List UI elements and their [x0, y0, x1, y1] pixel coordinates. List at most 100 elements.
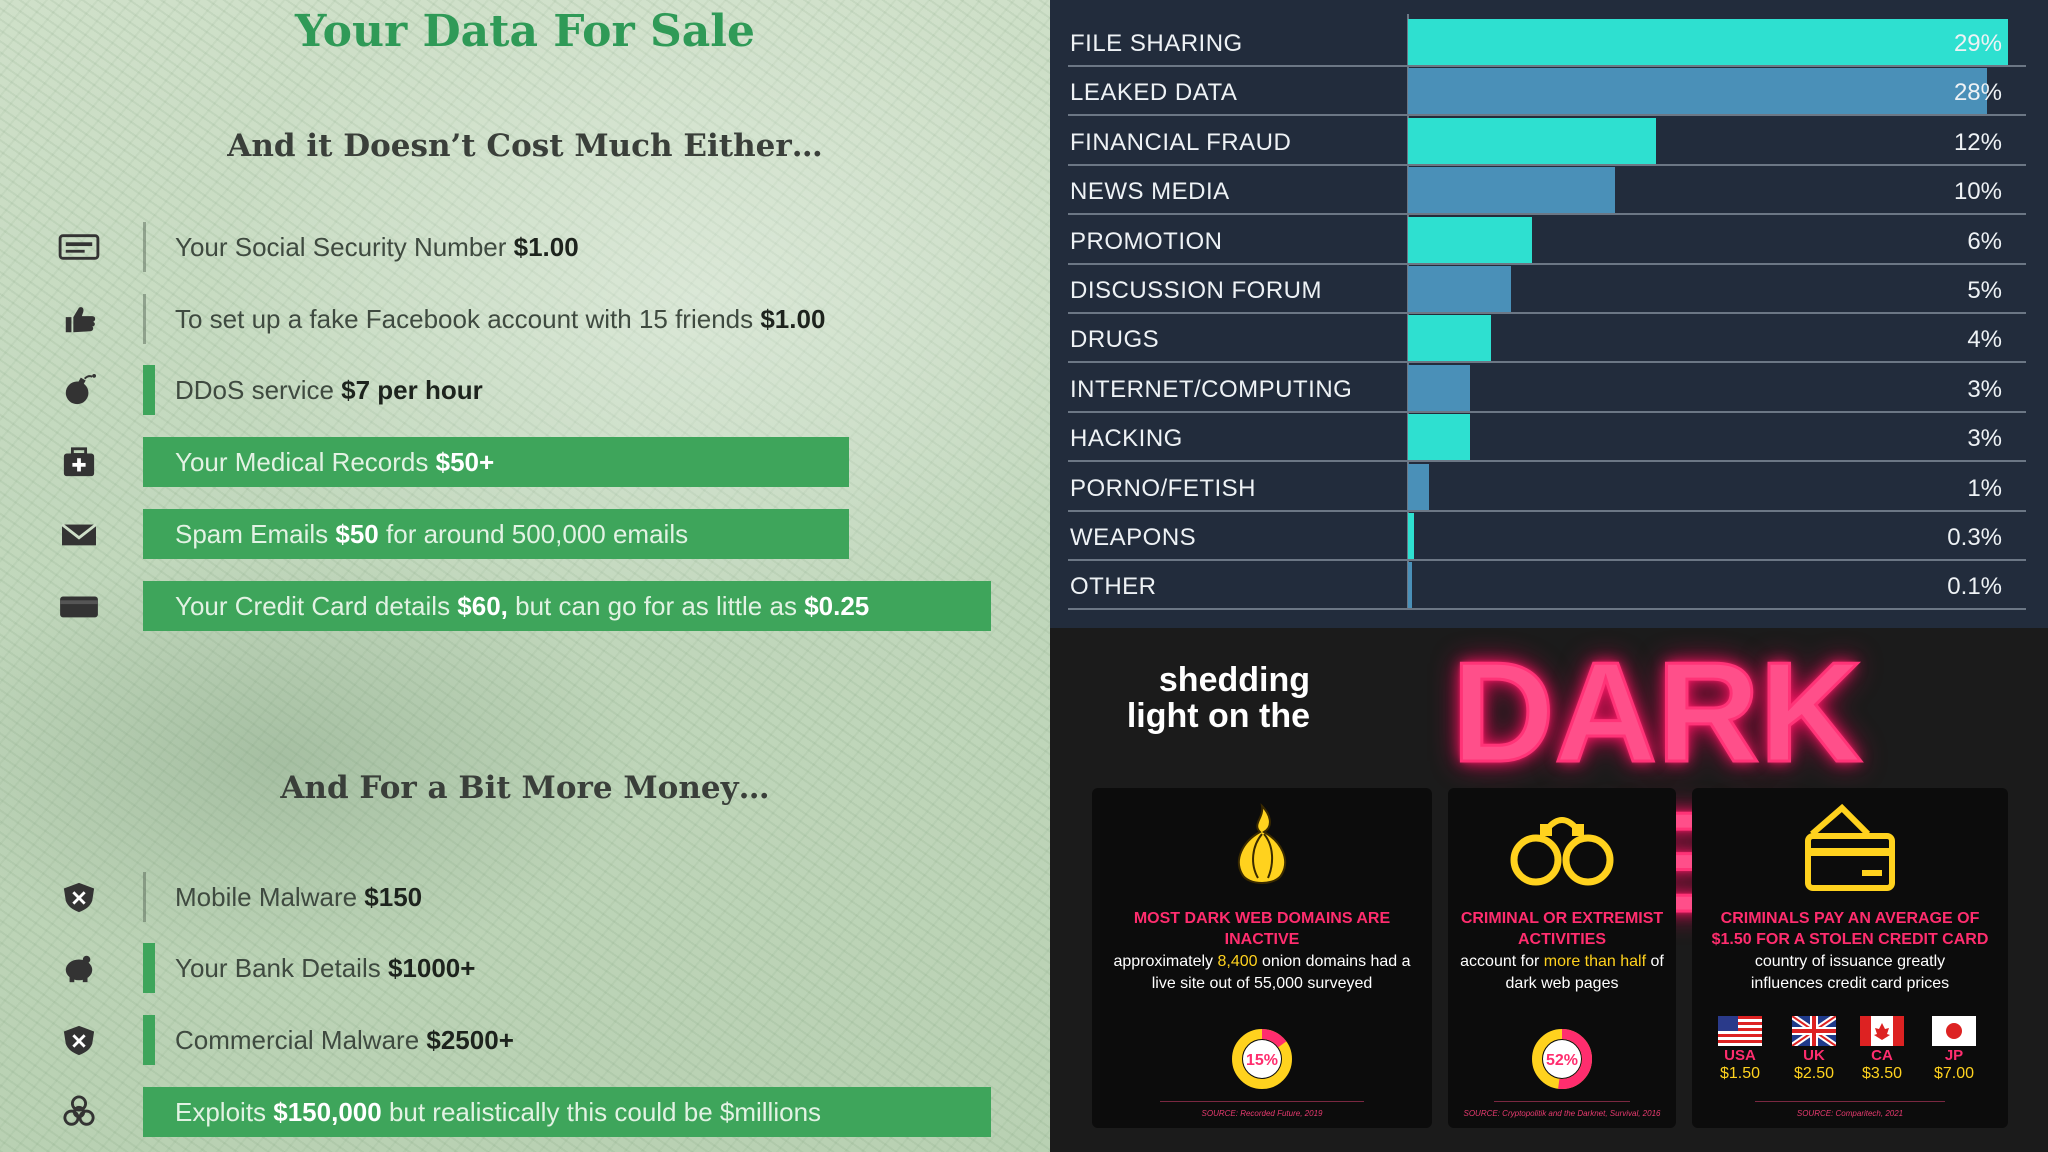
item-text: Spam Emails $50 for around 500,000 email…	[175, 519, 688, 550]
value-label: 10%	[1953, 178, 2002, 206]
chart-row: NEWS MEDIA 10%	[1068, 166, 2026, 216]
card1-text: approximately 8,400 onion domains had a …	[1092, 951, 1432, 995]
card1-heading: MOST DARK WEB DOMAINS ARE INACTIVE	[1133, 910, 1391, 948]
shield-x-icon	[63, 882, 95, 913]
donut1-label: 15%	[1246, 1052, 1278, 1069]
item-text-pre: Your Medical Records	[175, 447, 436, 477]
donut-15-percent: 15%	[1232, 1029, 1292, 1089]
category-label: LEAKED DATA	[1070, 79, 1238, 107]
data-for-sale-panel: Your Data For Sale And it Doesn’t Cost M…	[0, 0, 1050, 1152]
card1-text-rest: onion domains had a live site out of 55,…	[1151, 953, 1411, 992]
bar	[1408, 266, 1512, 312]
card2-text-rest: of dark web pages	[1505, 953, 1664, 992]
category-label: DRUGS	[1070, 326, 1160, 354]
uk-flag-icon	[1792, 1016, 1836, 1046]
item-price: $50+	[435, 447, 495, 477]
value-label: 1%	[1967, 474, 2002, 502]
dark-web-categories-chart: FILE SHARING 29% LEAKED DATA 28% FINANCIAL F…	[1050, 0, 2048, 628]
item-marker	[143, 1015, 155, 1065]
price-usa: $1.50	[1719, 1065, 1761, 1082]
item-highlight-bar	[143, 1087, 991, 1137]
card1-source: SOURCE: Recorded Future, 2019	[1201, 1109, 1323, 1118]
flag-label-ca: CA	[1871, 1047, 1893, 1064]
item-text-pre: Exploits	[175, 1097, 274, 1127]
onion-icon	[1092, 798, 1432, 898]
price-item: Commercial Malware $2500+	[0, 1015, 1050, 1065]
item-text: Commercial Malware $2500+	[175, 1025, 514, 1056]
id-card-icon	[58, 234, 100, 260]
item-text-mid: but realistically this could be $million…	[381, 1097, 822, 1127]
price-jp: $7.00	[1933, 1065, 1975, 1082]
bar	[1408, 414, 1471, 461]
chart-row: DRUGS 4%	[1068, 314, 2026, 364]
chart-row: FILE SHARING 29%	[1068, 18, 2026, 67]
value-label: 3%	[1967, 425, 2002, 453]
card3-text: country of issuance greatly influences c…	[1750, 953, 1950, 992]
item-marker	[143, 365, 155, 415]
category-label: PORNO/FETISH	[1070, 474, 1257, 502]
price-item: To set up a fake Facebook account with 1…	[0, 294, 1050, 344]
card3-source: SOURCE: Comparitech, 2021	[1796, 1109, 1904, 1118]
item-text-pre: To set up a fake Facebook account with 1…	[175, 304, 761, 334]
price-item: Your Medical Records $50+	[0, 437, 1050, 487]
item-text: Your Medical Records $50+	[175, 447, 494, 478]
flag-label-uk: UK	[1803, 1047, 1825, 1064]
card-inactive-domains: MOST DARK WEB DOMAINS ARE INACTIVE appro…	[1092, 788, 1432, 1128]
item-text-pre: Mobile Malware	[175, 882, 365, 912]
subtitle-cheap: And it Doesn’t Cost Much Either…	[227, 128, 823, 164]
item-price: $2500+	[426, 1025, 514, 1055]
donut2-label: 52%	[1546, 1052, 1578, 1069]
divider	[1160, 1101, 1364, 1102]
price-item: Mobile Malware $150	[0, 872, 1050, 922]
piggy-bank-icon	[65, 955, 93, 983]
chart-row: PROMOTION 6%	[1068, 216, 2026, 265]
item-text: Your Bank Details $1000+	[175, 953, 475, 984]
chart-row: OTHER 0.1%	[1068, 561, 2026, 611]
category-label: FILE SHARING	[1070, 30, 1243, 57]
chart-row: INTERNET/COMPUTING 3%	[1068, 364, 2026, 413]
price-ca: $3.50	[1861, 1065, 1903, 1082]
donut-52-percent: 52%	[1532, 1029, 1592, 1089]
value-label: 6%	[1967, 227, 2002, 255]
bar	[1408, 19, 2008, 65]
price-item: Your Credit Card details $60, but can go…	[0, 581, 1050, 631]
price-uk: $2.50	[1793, 1065, 1835, 1082]
value-label: 0.3%	[1947, 524, 2002, 551]
category-label: PROMOTION	[1070, 227, 1223, 255]
card2-highlight: more than half	[1543, 953, 1647, 970]
item-price: $60,	[457, 591, 508, 621]
price-item: Exploits $150,000 but realistically this…	[0, 1087, 1050, 1137]
category-label: OTHER	[1070, 573, 1157, 601]
chart-row: WEAPONS 0.3%	[1068, 512, 2026, 561]
thumbs-up-icon	[65, 307, 96, 333]
bar	[1408, 117, 1657, 164]
chart-row: HACKING 3%	[1068, 413, 2026, 463]
divider	[1755, 1101, 1945, 1102]
value-label: 29%	[1953, 30, 2002, 57]
item-marker	[143, 222, 146, 272]
shedding-light-text: shedding light on the	[1126, 661, 1310, 735]
item-highlight-bar	[143, 581, 991, 631]
item-price: $1000+	[387, 953, 476, 983]
price-item: DDoS service $7 per hour	[0, 365, 1050, 415]
flag-label-usa: USA	[1724, 1047, 1756, 1064]
item-text: Your Credit Card details $60, but can go…	[175, 591, 869, 622]
item-text-mid: for around 500,000 emails	[378, 519, 689, 549]
shield-x-icon	[63, 1025, 95, 1056]
item-text-pre: Spam Emails	[175, 519, 336, 549]
bar	[1408, 562, 1412, 609]
card2-text: account for more than half of dark web p…	[1448, 951, 1676, 995]
item-text-pre: Commercial Malware	[175, 1025, 427, 1055]
bar	[1408, 216, 1533, 263]
item-text-pre: Your Bank Details	[175, 953, 388, 983]
category-label: DISCUSSION FORUM	[1070, 277, 1323, 304]
item-price: $150,000	[273, 1097, 382, 1127]
category-label: WEAPONS	[1070, 524, 1197, 551]
card-credit-card-prices: CRIMINALS PAY AN AVERAGE OF $1.50 FOR A …	[1692, 788, 2008, 1128]
usa-flag-icon	[1718, 1016, 1762, 1046]
value-label: 0.1%	[1947, 573, 2002, 601]
value-label: 5%	[1967, 277, 2002, 304]
item-price: $1.00	[513, 232, 579, 262]
value-label: 4%	[1967, 326, 2002, 354]
item-text-pre: DDoS service	[175, 375, 342, 405]
